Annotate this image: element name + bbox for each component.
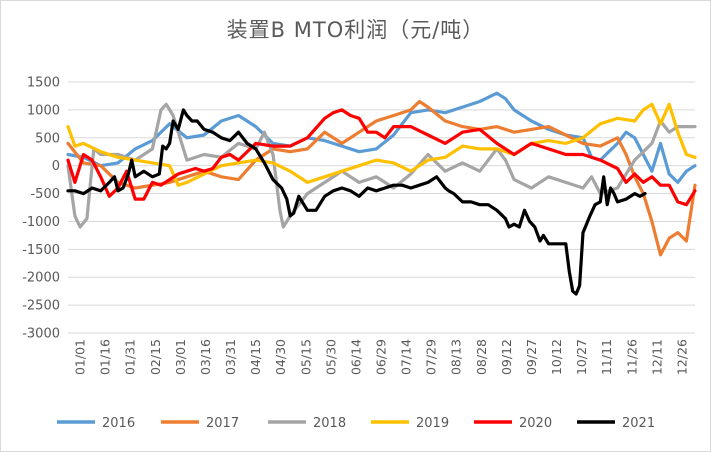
x-tick-label: 08/28 xyxy=(474,339,489,375)
x-tick-label: 11/11 xyxy=(599,339,614,375)
x-tick-label: 04/15 xyxy=(248,339,263,375)
x-tick-label: 01/16 xyxy=(98,339,113,375)
x-tick-label: 07/29 xyxy=(424,339,439,375)
y-tick-label: -2500 xyxy=(22,299,60,314)
legend-label-2016: 2016 xyxy=(102,416,135,431)
x-tick-label: 05/15 xyxy=(298,339,313,375)
x-tick-label: 10/12 xyxy=(549,339,564,375)
x-tick-label: 11/26 xyxy=(624,339,639,375)
y-tick-label: -3000 xyxy=(22,327,60,342)
x-tick-label: 08/13 xyxy=(449,339,464,375)
x-tick-label: 03/31 xyxy=(223,339,238,375)
x-tick-label: 04/30 xyxy=(273,339,288,375)
y-axis-ticks: 1500 1000 500 0 -500 -1000 -1500 -2000 -2500 -300… xyxy=(22,76,60,342)
legend-label-2017: 2017 xyxy=(206,416,239,431)
x-tick-label: 06/14 xyxy=(348,339,363,375)
x-tick-label: 02/15 xyxy=(148,339,163,375)
x-tick-label: 07/14 xyxy=(399,339,414,375)
x-tick-label: 03/16 xyxy=(198,339,213,375)
grid-lines xyxy=(68,81,695,334)
legend: 2016 2017 2018 2019 2020 2021 xyxy=(57,416,655,431)
x-tick-label: 09/12 xyxy=(499,339,514,375)
series-line-2021 xyxy=(66,108,647,296)
x-tick-label: 06/29 xyxy=(374,339,389,375)
x-axis-ticks: 01/01 01/16 01/31 02/15 03/01 03/16 03/31 04/15… xyxy=(73,339,690,375)
y-tick-label: -500 xyxy=(30,187,60,202)
x-tick-label: 12/26 xyxy=(674,339,689,375)
series-line-2020 xyxy=(66,108,697,207)
x-tick-label: 09/27 xyxy=(524,339,539,375)
x-tick-label: 12/11 xyxy=(649,339,664,375)
legend-label-2021: 2021 xyxy=(622,416,655,431)
y-tick-label: 0 xyxy=(52,159,60,174)
x-tick-label: 03/01 xyxy=(173,339,188,375)
legend-label-2020: 2020 xyxy=(519,416,552,431)
x-tick-label: 05/30 xyxy=(323,339,338,375)
x-tick-label: 10/27 xyxy=(574,339,589,375)
series-line-2019 xyxy=(66,102,697,187)
y-tick-label: -1000 xyxy=(22,215,60,230)
series-line-2017 xyxy=(66,99,697,257)
y-tick-label: -2000 xyxy=(22,271,60,286)
series-line-2016 xyxy=(66,91,697,184)
chart-title: 装置B MTO利润（元/吨） xyxy=(226,18,485,42)
y-tick-label: 1500 xyxy=(27,76,60,91)
x-tick-label: 01/31 xyxy=(123,339,138,375)
x-tick-label: 01/01 xyxy=(73,339,88,375)
series-lines xyxy=(66,91,697,296)
y-tick-label: 1000 xyxy=(27,103,60,118)
y-tick-label: 500 xyxy=(35,131,60,146)
y-tick-label: -1500 xyxy=(22,243,60,258)
legend-label-2018: 2018 xyxy=(313,416,346,431)
legend-label-2019: 2019 xyxy=(416,416,449,431)
